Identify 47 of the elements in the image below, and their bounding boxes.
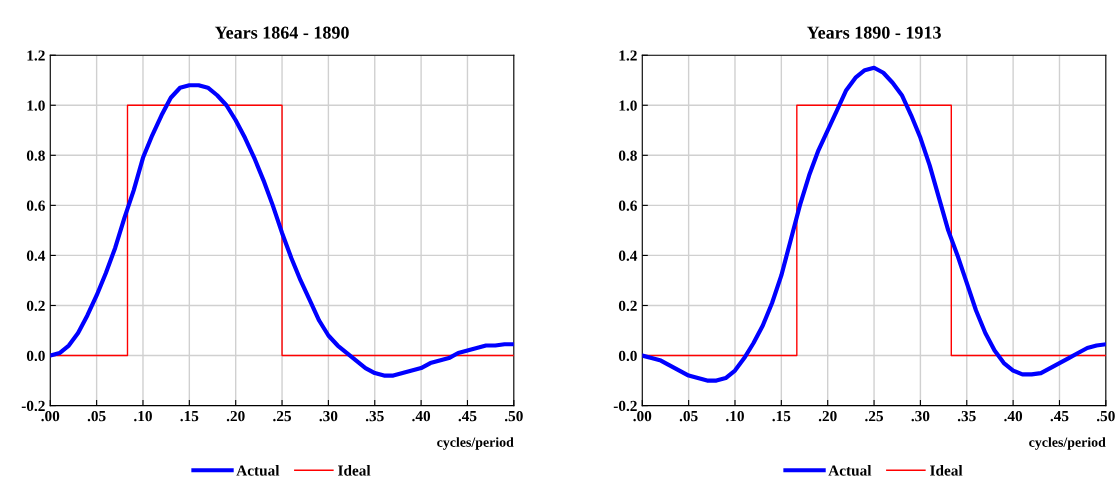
y-tick-label: 0.4 — [26, 250, 46, 261]
x-tick-label: .25 — [273, 410, 292, 422]
x-tick-label: .10 — [726, 410, 744, 422]
legend-label: Actual — [236, 465, 280, 476]
chart-title: Years 1890 - 1913 — [806, 26, 941, 39]
x-axis-title: cycles/period — [437, 437, 514, 450]
x-tick-label: .20 — [226, 410, 245, 422]
legend-label: Actual — [828, 465, 872, 476]
y-tick-label: 0.6 — [618, 200, 637, 211]
x-tick-label: .30 — [911, 410, 930, 422]
y-tick-label: 0.8 — [618, 150, 637, 161]
legend-label: Ideal — [338, 465, 371, 476]
y-tick-label: 0.2 — [618, 300, 637, 311]
x-tick-label: .00 — [633, 410, 652, 422]
x-tick-label: .20 — [818, 410, 837, 422]
x-tick-label: .05 — [679, 410, 698, 422]
y-tick-label: -0.2 — [613, 400, 637, 412]
x-tick-label: .40 — [1004, 410, 1023, 422]
x-tick-label: .15 — [772, 410, 791, 422]
x-tick-label: .35 — [365, 410, 384, 422]
y-tick-label: 1.0 — [619, 100, 637, 111]
x-tick-label: .25 — [865, 410, 884, 422]
y-tick-label: 1.2 — [619, 50, 637, 61]
x-tick-label: .50 — [504, 410, 523, 422]
y-tick-label: 0.4 — [618, 250, 638, 261]
y-tick-label: 0.6 — [26, 200, 45, 211]
y-tick-label: 1.2 — [27, 50, 45, 61]
y-tick-label: 1.0 — [27, 100, 45, 111]
y-tick-label: 0.0 — [26, 350, 45, 362]
y-tick-label: 0.8 — [26, 150, 45, 161]
line-series — [642, 65, 1106, 383]
x-tick-label: .00 — [41, 410, 60, 422]
x-tick-label: .10 — [134, 410, 152, 422]
x-tick-label: .35 — [957, 410, 976, 422]
legend-label: Ideal — [930, 465, 963, 476]
y-tick-label: 0.2 — [26, 300, 45, 311]
x-tick-label: .05 — [87, 410, 106, 422]
x-axis-title: cycles/period — [1029, 437, 1106, 450]
x-tick-label: .15 — [180, 410, 199, 422]
x-tick-label: .45 — [458, 411, 477, 422]
x-tick-label: .30 — [319, 410, 338, 422]
x-tick-label: .50 — [1096, 410, 1115, 422]
chart-title: Years 1864 - 1890 — [214, 26, 349, 39]
y-tick-label: -0.2 — [21, 400, 45, 412]
y-tick-label: 0.0 — [618, 350, 637, 362]
x-tick-label: .45 — [1050, 411, 1069, 422]
x-tick-label: .40 — [412, 410, 431, 422]
